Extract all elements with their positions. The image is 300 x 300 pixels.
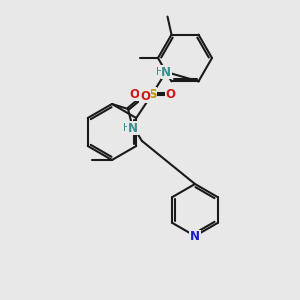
Text: S: S bbox=[148, 88, 157, 100]
Text: O: O bbox=[129, 88, 139, 100]
Text: N: N bbox=[190, 230, 200, 244]
Text: O: O bbox=[165, 88, 175, 100]
Text: O: O bbox=[140, 89, 150, 103]
Text: H: H bbox=[156, 67, 164, 77]
Text: N: N bbox=[128, 122, 138, 134]
Text: H: H bbox=[123, 123, 131, 133]
Text: N: N bbox=[161, 65, 171, 79]
